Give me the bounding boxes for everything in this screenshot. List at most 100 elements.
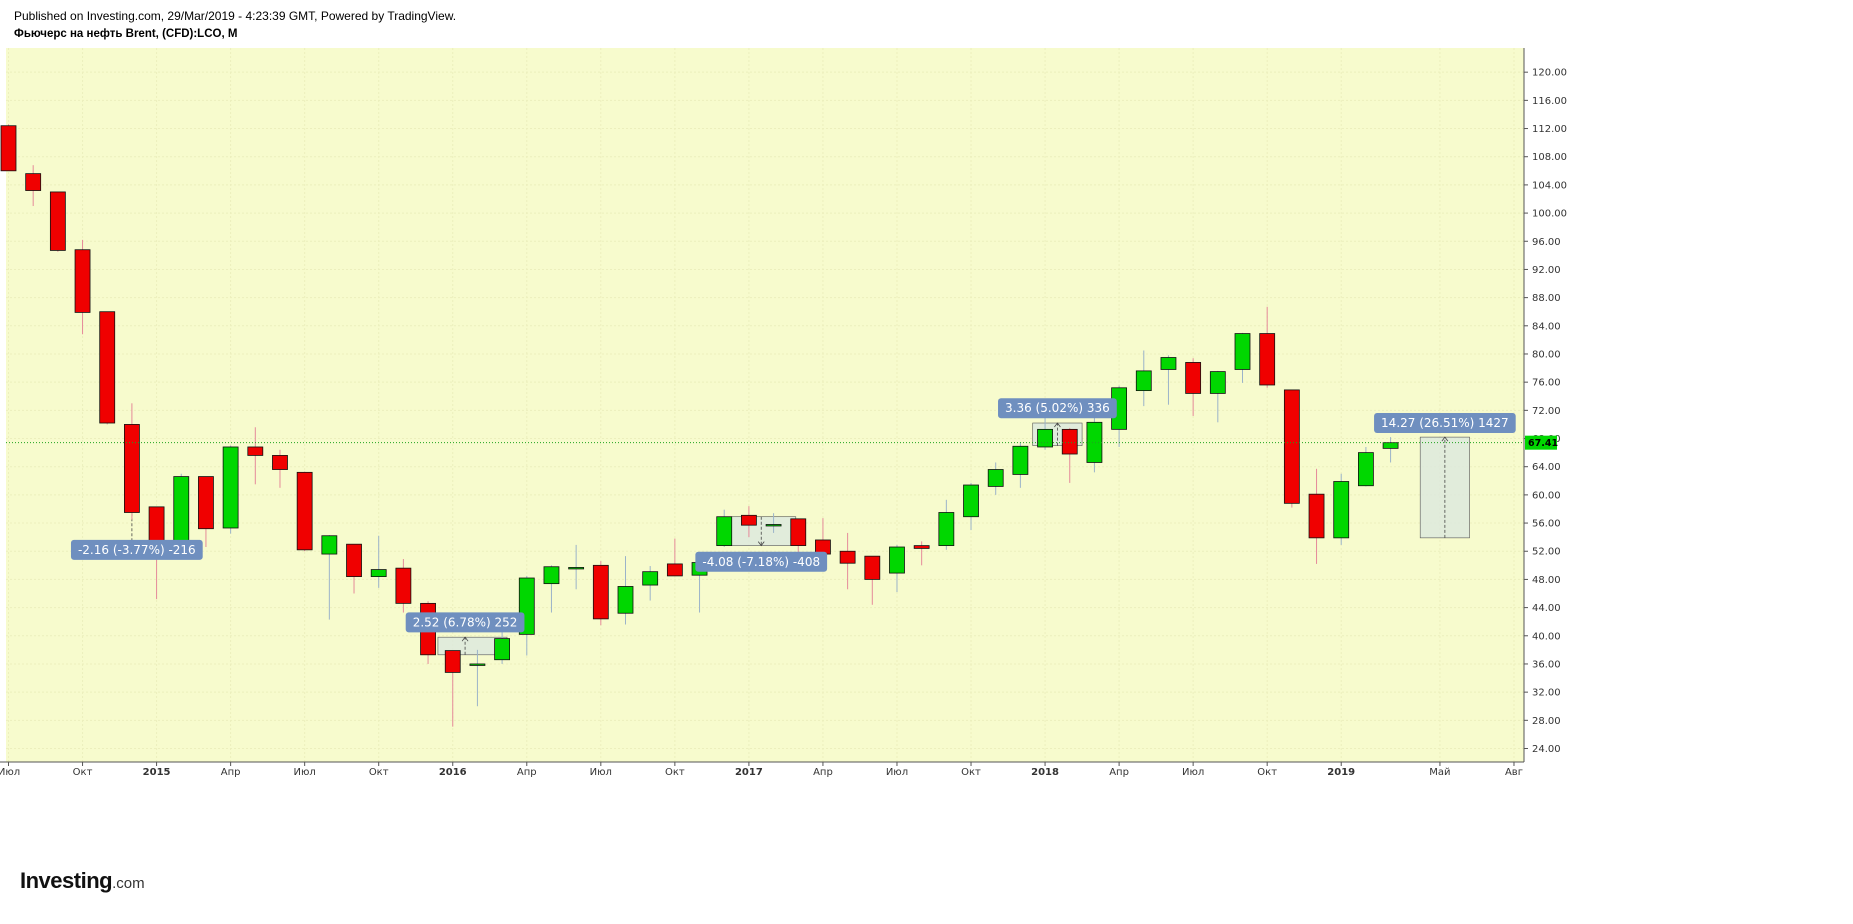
candle-2017-08 <box>913 541 930 566</box>
candle-2016-12 <box>716 509 733 548</box>
published-caption: Published on Investing.com, 29/Mar/2019 … <box>14 9 457 23</box>
measure-label-3: -4.08 (-7.18%) -408 <box>695 551 828 572</box>
time-tick-label: 2017 <box>735 767 763 778</box>
price-tick-label: 52.00 <box>1532 547 1561 558</box>
time-tick-label: Окт <box>1257 767 1277 778</box>
measure-label-text: 2.52 (6.78%) 252 <box>413 615 518 629</box>
measure-label-1: -2.16 (-3.77%) -216 <box>70 539 203 560</box>
candle-body <box>963 484 979 518</box>
time-tick-label: Июл <box>0 767 20 778</box>
candle-body <box>370 569 387 578</box>
price-tick-label: 76.00 <box>1532 378 1561 389</box>
candle-body <box>222 446 239 529</box>
candle-body <box>99 311 116 424</box>
price-tick-label: 120.00 <box>1532 68 1567 79</box>
price-axis[interactable]: 24.00 28.00 32.00 36.00 40.00 44.00 48.00 52.00… <box>1524 68 1567 755</box>
price-tick-label: 32.00 <box>1532 688 1561 699</box>
candle-body <box>49 191 66 251</box>
candle-2015-09 <box>346 543 362 594</box>
candle-body <box>1185 362 1202 394</box>
time-tick-label: Апр <box>813 767 833 778</box>
candle-body <box>247 446 264 456</box>
candle-2018-02 <box>1061 427 1078 483</box>
price-tick-label: 64.00 <box>1532 462 1561 473</box>
measure-arrowhead-4 <box>1054 422 1061 428</box>
time-tick-label: Апр <box>1109 767 1129 778</box>
candle-body <box>1259 333 1276 386</box>
candle-body <box>494 638 511 661</box>
candle-2017-11 <box>987 462 1004 495</box>
candle-body <box>469 663 486 666</box>
candle-body <box>666 563 683 577</box>
time-tick-label: Окт <box>665 767 685 778</box>
measure-arrowhead-2 <box>461 636 469 642</box>
candle-2015-06 <box>272 449 288 488</box>
candle-2015-04 <box>222 445 239 534</box>
candle-2017-12 <box>1012 442 1029 488</box>
time-tick-label: Окт <box>961 767 981 778</box>
candle-body <box>1160 357 1177 370</box>
candle-body <box>889 546 905 574</box>
candle-body <box>592 564 609 620</box>
last-price-badge-text: 67.41 <box>1528 438 1558 449</box>
candle-body <box>913 545 930 549</box>
measure-label-2: 2.52 (6.78%) 252 <box>405 612 525 633</box>
candle-2016-01 <box>444 650 461 727</box>
candle-body <box>839 550 856 564</box>
price-tick-label: 108.00 <box>1532 152 1567 163</box>
plot-background <box>6 48 1524 762</box>
measure-label-bg <box>1374 413 1516 434</box>
candle-body <box>790 518 807 547</box>
candle-body <box>741 514 757 526</box>
time-tick-label: Апр <box>517 767 537 778</box>
price-tick-label: 72.00 <box>1532 406 1561 417</box>
time-tick-label: Окт <box>73 767 93 778</box>
candle-2014-11 <box>99 311 116 425</box>
candle-body <box>198 476 214 530</box>
candle-body <box>272 455 288 470</box>
candle-2015-05 <box>247 427 264 485</box>
candle-body <box>296 471 313 551</box>
candle-2015-11 <box>395 558 412 613</box>
candle-2015-02 <box>173 473 190 552</box>
measure-arrowhead-5 <box>1441 436 1449 442</box>
measure-arrowhead-3 <box>757 541 765 547</box>
candle-body <box>987 469 1004 487</box>
price-tick-label: 56.00 <box>1532 519 1561 530</box>
candle-body <box>0 125 17 172</box>
measure-label-bg <box>405 612 525 633</box>
candle-2018-07 <box>1185 358 1202 416</box>
measure-label-bg <box>70 539 203 560</box>
candle-2016-05 <box>543 565 560 613</box>
candle-2016-02 <box>469 649 486 707</box>
price-tick-label: 24.00 <box>1532 744 1561 755</box>
candle-body <box>568 567 585 570</box>
candle-2018-05 <box>1135 350 1152 407</box>
time-tick-label: Окт <box>369 767 389 778</box>
candle-2017-02 <box>765 513 782 533</box>
candle-body <box>1333 481 1350 539</box>
candle-2017-05 <box>839 532 856 590</box>
candle-2015-08 <box>321 535 338 620</box>
measure-ranges <box>128 422 1470 656</box>
measure-label-bg <box>695 551 828 572</box>
time-axis[interactable]: Июл Окт 2015 Апр Июл Окт 2016 Апр Июл Окт 2017 Апр И… <box>0 762 1523 778</box>
time-tick-label: Июл <box>294 767 316 778</box>
time-tick-label: Июл <box>886 767 908 778</box>
candle-2016-09 <box>642 566 659 601</box>
candle-2018-09 <box>1234 332 1251 383</box>
candle-2016-10 <box>666 538 683 577</box>
price-tick-label: 100.00 <box>1532 209 1567 220</box>
candle-2019-02 <box>1358 446 1374 487</box>
candle-body <box>1283 389 1300 504</box>
candle-2016-06 <box>568 544 585 590</box>
candle-2018-11 <box>1283 389 1300 508</box>
logo-text: Investing <box>20 868 113 893</box>
candle-2018-12 <box>1308 468 1325 564</box>
time-tick-label: Апр <box>221 767 241 778</box>
candle-2014-09 <box>49 191 66 252</box>
time-tick-label: 2018 <box>1031 767 1059 778</box>
candle-2015-03 <box>198 476 214 548</box>
candle-2017-01 <box>741 506 757 538</box>
